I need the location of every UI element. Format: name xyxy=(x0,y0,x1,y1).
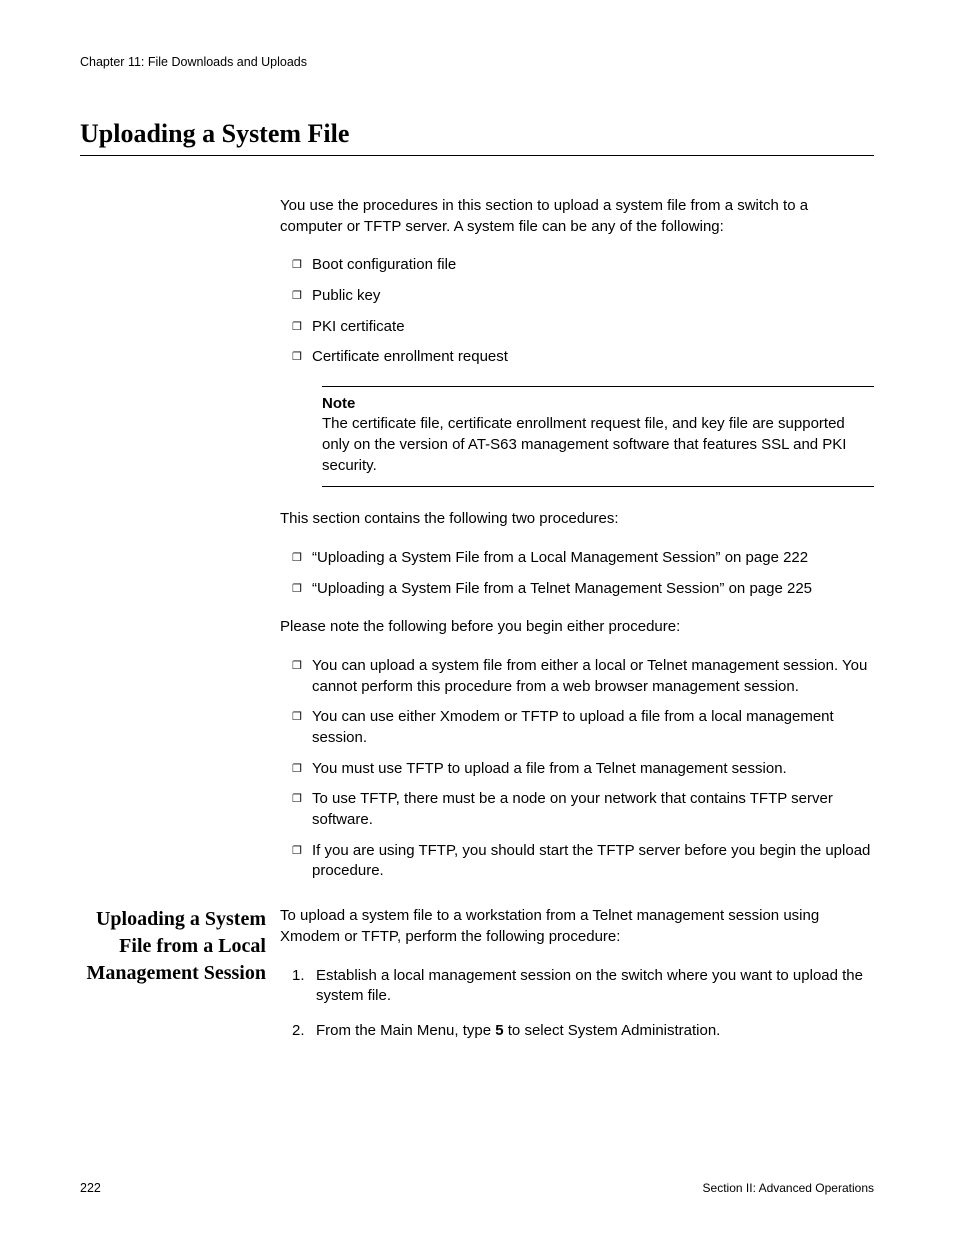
margin-column xyxy=(80,196,280,900)
step-item: Establish a local management session on … xyxy=(292,966,874,1007)
page-number: 222 xyxy=(80,1181,101,1195)
list-item: To use TFTP, there must be a node on you… xyxy=(292,789,874,830)
margin-column: Uploading a System File from a Local Man… xyxy=(80,906,280,1055)
body-column: You use the procedures in this section t… xyxy=(280,196,874,900)
sidebar-heading: Uploading a System File from a Local Man… xyxy=(80,906,266,987)
step-item: From the Main Menu, type 5 to select Sys… xyxy=(292,1021,874,1042)
body-column: To upload a system file to a workstation… xyxy=(280,906,874,1055)
content-area: You use the procedures in this section t… xyxy=(80,196,874,900)
note-text: The certificate file, certificate enroll… xyxy=(322,414,874,476)
note-block: Note The certificate file, certificate e… xyxy=(322,386,874,487)
subsection-row: Uploading a System File from a Local Man… xyxy=(80,906,874,1055)
step-text-pre: From the Main Menu, type xyxy=(316,1022,495,1039)
step-text-post: to select System Administration. xyxy=(504,1022,721,1039)
list-item: PKI certificate xyxy=(292,317,874,338)
procedures-intro: This section contains the following two … xyxy=(280,509,874,530)
prelude-list: You can upload a system file from either… xyxy=(280,656,874,882)
step-text-bold: 5 xyxy=(495,1022,503,1039)
list-item: Public key xyxy=(292,286,874,307)
list-item: Certificate enrollment request xyxy=(292,347,874,368)
prelude-paragraph: Please note the following before you beg… xyxy=(280,617,874,638)
note-rule-top xyxy=(322,386,874,387)
chapter-header: Chapter 11: File Downloads and Uploads xyxy=(80,55,874,69)
file-types-list: Boot configuration file Public key PKI c… xyxy=(280,255,874,368)
list-item: You must use TFTP to upload a file from … xyxy=(292,759,874,780)
steps-list: Establish a local management session on … xyxy=(280,966,874,1042)
page: Chapter 11: File Downloads and Uploads U… xyxy=(0,0,954,1235)
list-item: If you are using TFTP, you should start … xyxy=(292,841,874,882)
list-item: You can use either Xmodem or TFTP to upl… xyxy=(292,707,874,748)
list-item: “Uploading a System File from a Telnet M… xyxy=(292,579,874,600)
list-item: “Uploading a System File from a Local Ma… xyxy=(292,548,874,569)
intro-paragraph: You use the procedures in this section t… xyxy=(280,196,874,237)
list-item: Boot configuration file xyxy=(292,255,874,276)
page-footer: 222 Section II: Advanced Operations xyxy=(80,1181,874,1195)
subsection-intro: To upload a system file to a workstation… xyxy=(280,906,874,947)
section-label: Section II: Advanced Operations xyxy=(703,1181,874,1195)
page-title: Uploading a System File xyxy=(80,119,874,156)
procedure-refs-list: “Uploading a System File from a Local Ma… xyxy=(280,548,874,599)
note-label: Note xyxy=(322,395,874,412)
note-rule-bottom xyxy=(322,486,874,487)
list-item: You can upload a system file from either… xyxy=(292,656,874,697)
